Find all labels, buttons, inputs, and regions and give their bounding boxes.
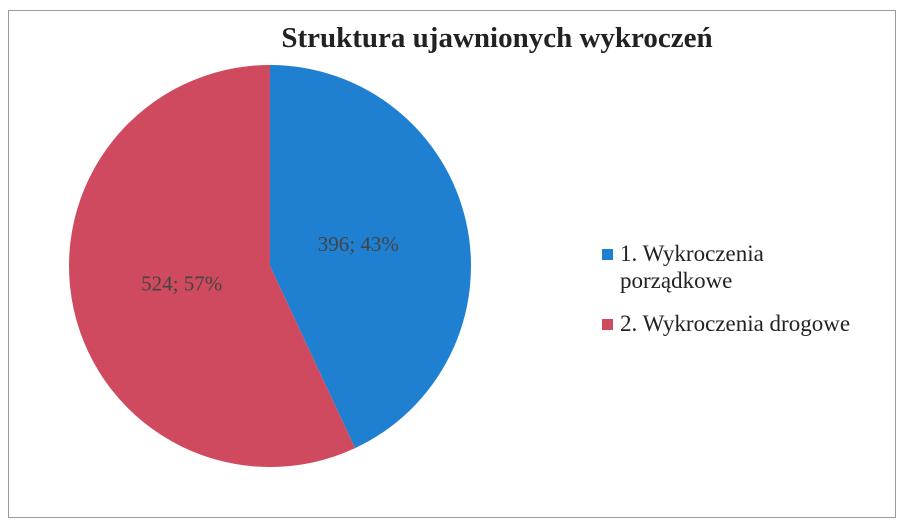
legend-entry: 2. Wykroczenia drogowe [602,310,850,337]
data-label: 396; 43% [318,232,399,256]
pie-slice [270,65,471,449]
legend-swatch [602,319,613,330]
legend-swatch [602,249,613,260]
chart-title: Struktura ujawnionych wykroczeń [281,22,712,54]
legend-label: 1. Wykroczenia porządkowe [620,241,764,293]
legend: 1. Wykroczenia porządkowe 2. Wykroczenia … [602,240,850,353]
data-label: 524; 57% [141,271,222,295]
chart-frame [8,10,896,518]
pie-slice [68,65,356,467]
legend-entry: 1. Wykroczenia porządkowe [602,240,820,294]
legend-label: 2. Wykroczenia drogowe [620,311,851,336]
